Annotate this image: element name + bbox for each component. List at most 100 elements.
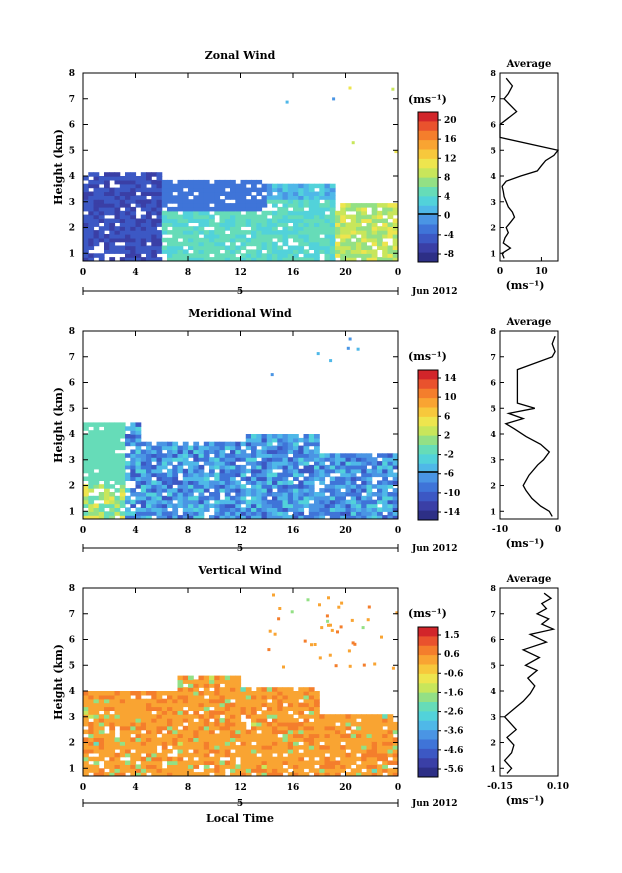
heatmap-cell [177,468,184,474]
heatmap-cell [293,457,299,462]
heatmap-cell [251,480,257,485]
heatmap-cell [135,430,142,435]
heatmap-cell [287,257,294,261]
heatmap-cell [335,745,341,750]
heatmap-cell [104,464,110,470]
heatmap-cell [371,492,378,497]
heatmap-cell [209,737,215,742]
heatmap-cell [387,206,394,212]
heatmap-cell [214,230,221,235]
heatmap-cell [98,756,105,762]
colorbar-tick-label: 0.6 [444,650,460,660]
heatmap-cell [93,710,100,715]
heatmap-cell [319,218,326,223]
colorbar-label: (ms⁻¹) [408,607,447,620]
heatmap-cell [93,714,100,719]
heatmap-cell [193,683,200,688]
heatmap-cell [324,222,331,227]
heatmap-cell [219,226,226,231]
heatmap-cell [235,710,242,715]
heatmap-cell [356,725,362,731]
heatmap-cell [193,721,200,727]
heatmap-cell [98,203,105,208]
heatmap-cell [167,214,173,220]
heatmap-cell [235,457,242,462]
heatmap-cell [366,760,373,765]
heatmap-cell [371,457,378,462]
heatmap-cell [146,749,152,754]
heatmap-cell [293,718,299,723]
heatmap-cell [293,698,299,704]
heatmap-cell [261,210,268,216]
heatmap-cell [198,249,205,254]
heatmap-cell [387,495,394,501]
heatmap-cell [256,237,263,243]
heatmap-cell [182,449,189,454]
heatmap-cell [298,187,305,193]
heatmap-cell [135,702,142,708]
heatmap-cell [293,729,299,735]
heatmap-cell [361,206,367,212]
heatmap-cell [114,203,121,208]
heatmap-cell [219,484,226,489]
heatmap-cell [245,222,252,227]
heatmap-cell [266,511,273,516]
heatmap-cell [135,461,142,466]
heatmap-cell [356,347,360,351]
heatmap-cell [303,203,310,208]
heatmap-cell [219,721,226,727]
heatmap-cell [193,691,200,696]
heatmap-cell [93,457,100,462]
heatmap-cell [119,718,126,723]
heatmap-cell [298,183,305,189]
heatmap-cell [235,203,242,208]
heatmap-cell [230,468,236,474]
heatmap-cell [135,698,142,704]
heatmap-cell [308,453,315,458]
heatmap-cell [251,749,257,754]
heatmap-cell [282,515,289,519]
heatmap-cell [277,480,284,485]
heatmap-cell [335,241,341,247]
heatmap-cell [193,476,200,481]
heatmap-cell [125,714,131,719]
heatmap-cell [366,249,373,254]
heatmap-cell [240,453,247,458]
heatmap-cell [146,733,152,738]
heatmap-cell [340,745,346,750]
heatmap-cell [156,472,163,478]
heatmap-cell [104,752,110,758]
heatmap-cell [151,172,158,177]
heatmap-cell [314,737,320,742]
heatmap-cell [282,499,289,505]
heatmap-cell [188,495,194,501]
heatmap-cell [371,511,378,516]
heatmap-cell [293,183,299,189]
heatmap-cell [377,729,383,735]
heatmap-cell [146,760,152,765]
heatmap-cell [177,694,184,700]
heatmap-cell [387,253,394,258]
heatmap-cell [303,718,310,723]
heatmap-cell [377,241,383,247]
heatmap-cell [310,643,313,647]
heatmap-cell [104,237,110,243]
heatmap-cell [324,203,331,208]
heatmap-cell [209,480,215,485]
heatmap-cell [366,503,373,508]
day-bar: 5 [82,799,399,809]
heatmap-cell [151,741,158,746]
heatmap-cell [114,434,121,439]
heatmap-cell [130,257,137,261]
heatmap-cell [146,495,152,501]
heatmap-cell [98,714,105,719]
y-tick-label: 8 [69,327,75,337]
heatmap-cell [266,195,273,200]
heatmap-cell [398,768,404,773]
heatmap-cell [151,195,158,200]
heatmap-cell [146,503,152,508]
heatmap-cell [135,422,142,427]
heatmap-cell [366,618,370,622]
heatmap-cell [193,752,200,758]
heatmap-cell [193,464,200,470]
